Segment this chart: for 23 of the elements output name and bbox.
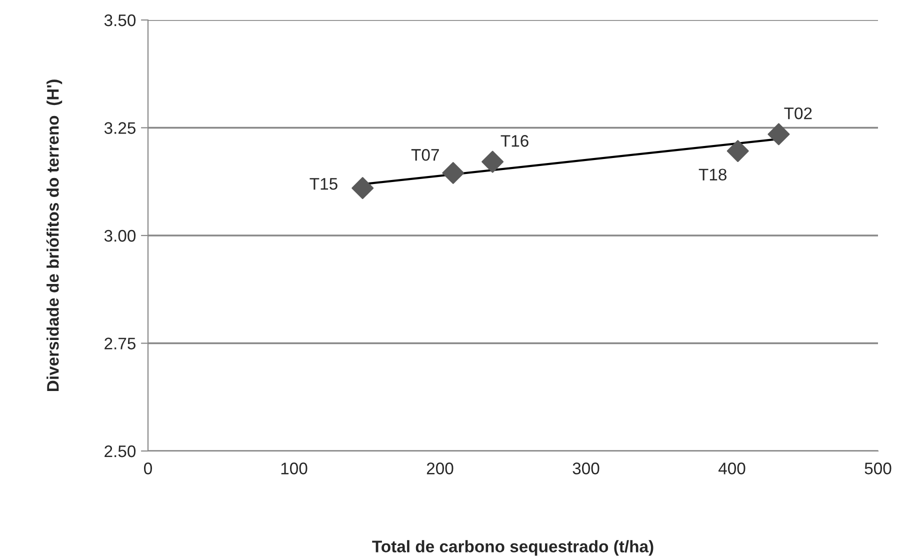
annotation: T07 xyxy=(411,149,439,161)
point xyxy=(726,140,749,162)
annotation: T16 xyxy=(500,135,528,147)
annotation: T02 xyxy=(784,107,812,120)
point xyxy=(442,162,464,184)
y-axis-title: Diversidade de briófitos do terreno (H') xyxy=(46,80,62,392)
x-tick-label: 500 xyxy=(864,462,892,474)
x-tick-label: 400 xyxy=(718,462,746,474)
y-tick-label: 3.25 xyxy=(104,122,136,134)
y-tick-label: 2.75 xyxy=(104,338,136,350)
x-tick-label: 100 xyxy=(281,462,308,474)
y-tick-label: 3.00 xyxy=(104,230,136,242)
y-tick-label: 3.50 xyxy=(104,14,136,26)
y-tick-label: 2.50 xyxy=(104,445,136,458)
point xyxy=(482,150,504,173)
annotation: T15 xyxy=(310,178,338,190)
point xyxy=(768,123,790,146)
point xyxy=(352,177,374,200)
annotation: T18 xyxy=(698,168,726,180)
x-axis-title: Total de carbono sequestrado (t/ha) xyxy=(372,540,654,556)
x-tick-label: 300 xyxy=(572,462,600,474)
x-tick-label: 0 xyxy=(144,462,152,474)
x-tick-label: 200 xyxy=(426,462,454,474)
